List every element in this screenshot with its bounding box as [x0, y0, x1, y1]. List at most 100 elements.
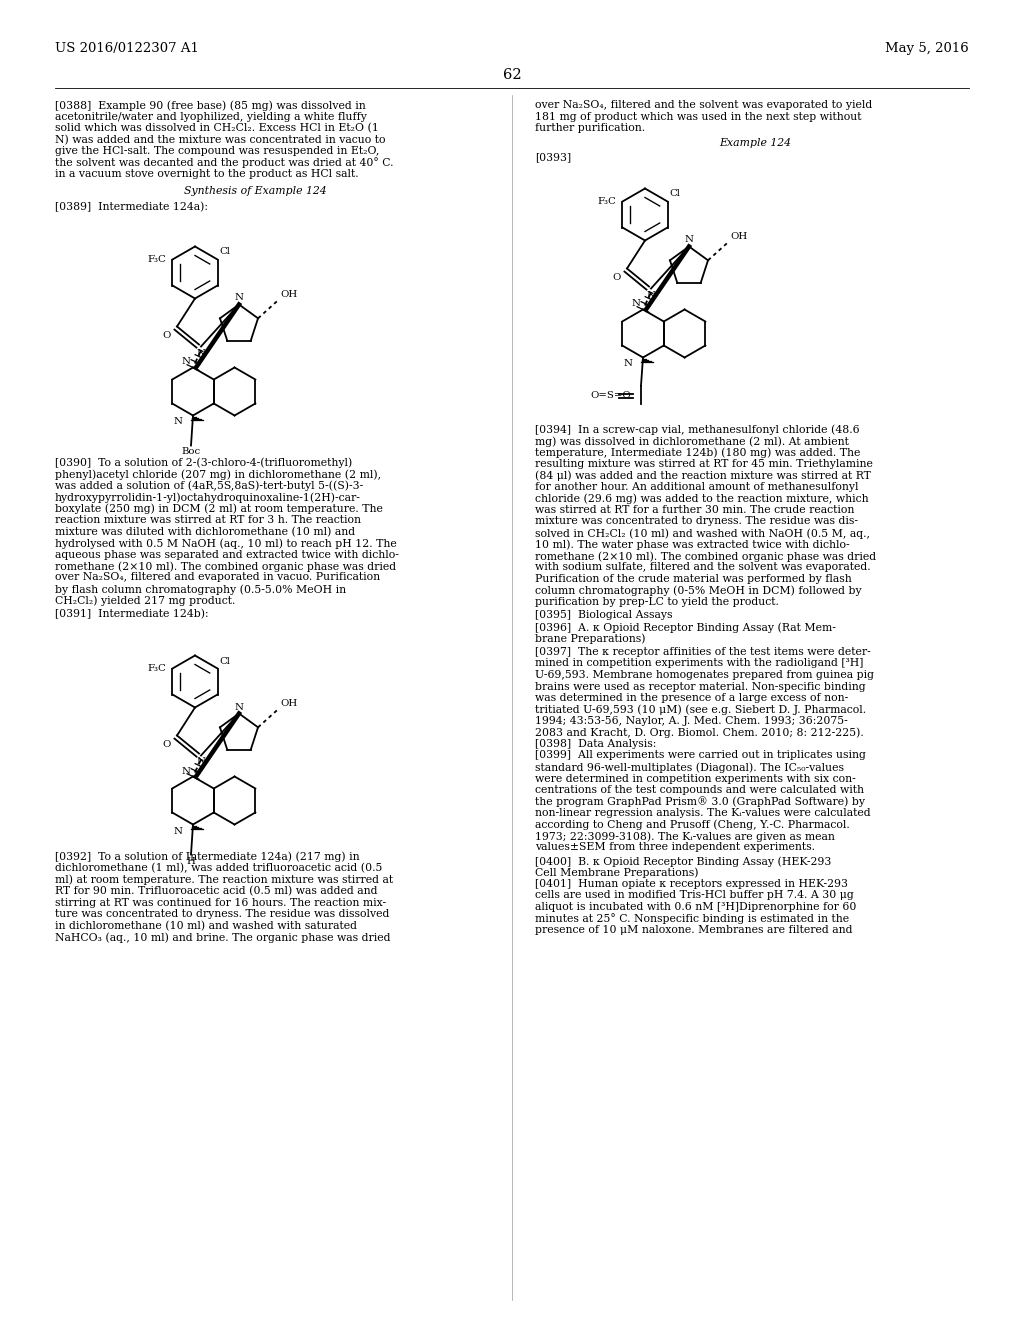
- Text: acetonitrile/water and lyophilized, yielding a white fluffy: acetonitrile/water and lyophilized, yiel…: [55, 111, 367, 121]
- Text: N: N: [174, 826, 183, 836]
- Text: [0396]  A. κ Opioid Receptor Binding Assay (Rat Mem-: [0396] A. κ Opioid Receptor Binding Assa…: [535, 622, 836, 632]
- Text: by flash column chromatography (0.5-5.0% MeOH in: by flash column chromatography (0.5-5.0%…: [55, 583, 346, 594]
- Text: the program GraphPad Prism® 3.0 (GraphPad Software) by: the program GraphPad Prism® 3.0 (GraphPa…: [535, 796, 865, 808]
- Text: N: N: [646, 290, 655, 300]
- Text: ture was concentrated to dryness. The residue was dissolved: ture was concentrated to dryness. The re…: [55, 909, 389, 919]
- Text: Cl: Cl: [219, 248, 230, 256]
- Text: US 2016/0122307 A1: US 2016/0122307 A1: [55, 42, 199, 55]
- Text: [0401]  Human opiate κ receptors expressed in HEK-293: [0401] Human opiate κ receptors expresse…: [535, 879, 848, 888]
- Text: NaHCO₃ (aq., 10 ml) and brine. The organic phase was dried: NaHCO₃ (aq., 10 ml) and brine. The organ…: [55, 932, 390, 942]
- Text: resulting mixture was stirred at RT for 45 min. Triethylamine: resulting mixture was stirred at RT for …: [535, 459, 872, 469]
- Text: mixture was diluted with dichloromethane (10 ml) and: mixture was diluted with dichloromethane…: [55, 527, 355, 537]
- Text: according to Cheng and Prusoff (Cheng, Y.-C. Pharmacol.: according to Cheng and Prusoff (Cheng, Y…: [535, 820, 850, 830]
- Text: mined in competition experiments with the radioligand [³H]: mined in competition experiments with th…: [535, 659, 863, 668]
- Text: was added a solution of (4aR,5S,8aS)-tert-butyl 5-((S)-3-: was added a solution of (4aR,5S,8aS)-ter…: [55, 480, 364, 491]
- Text: N: N: [197, 348, 206, 358]
- Text: 62: 62: [503, 69, 521, 82]
- Text: 1994; 43:53-56, Naylor, A. J. Med. Chem. 1993; 36:2075-: 1994; 43:53-56, Naylor, A. J. Med. Chem.…: [535, 715, 848, 726]
- Text: romethane (2×10 ml). The combined organic phase was dried: romethane (2×10 ml). The combined organi…: [55, 561, 396, 572]
- Text: N: N: [632, 300, 641, 309]
- Text: non-linear regression analysis. The Kᵢ-values were calculated: non-linear regression analysis. The Kᵢ-v…: [535, 808, 870, 818]
- Text: was stirred at RT for a further 30 min. The crude reaction: was stirred at RT for a further 30 min. …: [535, 506, 854, 515]
- Text: OH: OH: [730, 232, 748, 242]
- Text: 1973; 22:3099-3108). The Kᵢ-values are given as mean: 1973; 22:3099-3108). The Kᵢ-values are g…: [535, 832, 835, 842]
- Text: temperature, Intermediate 124b) (180 mg) was added. The: temperature, Intermediate 124b) (180 mg)…: [535, 447, 860, 458]
- Text: O: O: [163, 331, 171, 341]
- Text: was determined in the presence of a large excess of non-: was determined in the presence of a larg…: [535, 693, 848, 704]
- Text: further purification.: further purification.: [535, 123, 645, 133]
- Text: aliquot is incubated with 0.6 nM [³H]Diprenorphine for 60: aliquot is incubated with 0.6 nM [³H]Dip…: [535, 902, 856, 912]
- Text: chloride (29.6 mg) was added to the reaction mixture, which: chloride (29.6 mg) was added to the reac…: [535, 494, 868, 504]
- Text: N: N: [174, 417, 183, 426]
- Text: (84 μl) was added and the reaction mixture was stirred at RT: (84 μl) was added and the reaction mixtu…: [535, 470, 870, 480]
- Text: stirring at RT was continued for 16 hours. The reaction mix-: stirring at RT was continued for 16 hour…: [55, 898, 386, 908]
- Text: mg) was dissolved in dichloromethane (2 ml). At ambient: mg) was dissolved in dichloromethane (2 …: [535, 436, 849, 446]
- Text: hydrolysed with 0.5 M NaOH (aq., 10 ml) to reach pH 12. The: hydrolysed with 0.5 M NaOH (aq., 10 ml) …: [55, 539, 396, 549]
- Text: [0397]  The κ receptor affinities of the test items were deter-: [0397] The κ receptor affinities of the …: [535, 647, 870, 657]
- Text: [0395]  Biological Assays: [0395] Biological Assays: [535, 610, 673, 620]
- Text: F₃C: F₃C: [598, 197, 616, 206]
- Text: boxylate (250 mg) in DCM (2 ml) at room temperature. The: boxylate (250 mg) in DCM (2 ml) at room …: [55, 503, 383, 513]
- Text: N) was added and the mixture was concentrated in vacuo to: N) was added and the mixture was concent…: [55, 135, 385, 145]
- Text: N: N: [182, 358, 191, 367]
- Text: [0398]  Data Analysis:: [0398] Data Analysis:: [535, 739, 656, 748]
- Text: O: O: [612, 273, 621, 282]
- Text: romethane (2×10 ml). The combined organic phase was dried: romethane (2×10 ml). The combined organi…: [535, 550, 877, 561]
- Text: over Na₂SO₄, filtered and the solvent was evaporated to yield: over Na₂SO₄, filtered and the solvent wa…: [535, 100, 872, 110]
- Text: in dichloromethane (10 ml) and washed with saturated: in dichloromethane (10 ml) and washed wi…: [55, 920, 357, 931]
- Text: N: N: [684, 235, 693, 244]
- Text: CH₂Cl₂) yielded 217 mg product.: CH₂Cl₂) yielded 217 mg product.: [55, 595, 236, 606]
- Text: column chromatography (0-5% MeOH in DCM) followed by: column chromatography (0-5% MeOH in DCM)…: [535, 586, 861, 597]
- Text: OH: OH: [280, 290, 297, 300]
- Text: centrations of the test compounds and were calculated with: centrations of the test compounds and we…: [535, 785, 864, 795]
- Text: [0392]  To a solution of Intermediate 124a) (217 mg) in: [0392] To a solution of Intermediate 124…: [55, 851, 359, 862]
- Text: H: H: [186, 857, 196, 866]
- Text: N: N: [197, 758, 206, 767]
- Text: RT for 90 min. Trifluoroacetic acid (0.5 ml) was added and: RT for 90 min. Trifluoroacetic acid (0.5…: [55, 886, 378, 896]
- Text: [0389]  Intermediate 124a):: [0389] Intermediate 124a):: [55, 202, 208, 213]
- Text: Cell Membrane Preparations): Cell Membrane Preparations): [535, 867, 698, 878]
- Text: tritiated U-69,593 (10 μM) (see e.g. Siebert D. J. Pharmacol.: tritiated U-69,593 (10 μM) (see e.g. Sie…: [535, 705, 866, 715]
- Text: [0400]  B. κ Opioid Receptor Binding Assay (HEK-293: [0400] B. κ Opioid Receptor Binding Assa…: [535, 855, 831, 866]
- Text: the solvent was decanted and the product was dried at 40° C.: the solvent was decanted and the product…: [55, 157, 393, 169]
- Text: N: N: [234, 702, 244, 711]
- Text: cells are used in modified Tris-HCl buffer pH 7.4. A 30 μg: cells are used in modified Tris-HCl buff…: [535, 891, 854, 900]
- Text: with sodium sulfate, filtered and the solvent was evaporated.: with sodium sulfate, filtered and the so…: [535, 562, 870, 573]
- Text: [0388]  Example 90 (free base) (85 mg) was dissolved in: [0388] Example 90 (free base) (85 mg) wa…: [55, 100, 366, 111]
- Text: mixture was concentrated to dryness. The residue was dis-: mixture was concentrated to dryness. The…: [535, 516, 858, 527]
- Text: values±SEM from three independent experiments.: values±SEM from three independent experi…: [535, 842, 815, 853]
- Text: O: O: [163, 741, 171, 748]
- Text: Cl: Cl: [670, 190, 680, 198]
- Text: Boc: Boc: [181, 447, 201, 457]
- Text: phenyl)acetyl chloride (207 mg) in dichloromethane (2 ml),: phenyl)acetyl chloride (207 mg) in dichl…: [55, 469, 381, 479]
- Text: give the HCl-salt. The compound was resuspended in Et₂O,: give the HCl-salt. The compound was resu…: [55, 147, 379, 156]
- Text: brains were used as receptor material. Non-specific binding: brains were used as receptor material. N…: [535, 681, 865, 692]
- Text: dichloromethane (1 ml), was added trifluoroacetic acid (0.5: dichloromethane (1 ml), was added triflu…: [55, 863, 382, 874]
- Text: standard 96-well-multiplates (Diagonal). The IC₅₀-values: standard 96-well-multiplates (Diagonal).…: [535, 762, 844, 772]
- Text: [0390]  To a solution of 2-(3-chloro-4-(trifluoromethyl): [0390] To a solution of 2-(3-chloro-4-(t…: [55, 458, 352, 469]
- Text: in a vacuum stove overnight to the product as HCl salt.: in a vacuum stove overnight to the produ…: [55, 169, 358, 180]
- Text: [0394]  In a screw-cap vial, methanesulfonyl chloride (48.6: [0394] In a screw-cap vial, methanesulfo…: [535, 425, 859, 436]
- Text: reaction mixture was stirred at RT for 3 h. The reaction: reaction mixture was stirred at RT for 3…: [55, 515, 361, 525]
- Text: [0399]  All experiments were carried out in triplicates using: [0399] All experiments were carried out …: [535, 751, 866, 760]
- Text: O=S=O: O=S=O: [591, 392, 632, 400]
- Text: 181 mg of product which was used in the next step without: 181 mg of product which was used in the …: [535, 111, 861, 121]
- Text: Synthesis of Example 124: Synthesis of Example 124: [183, 186, 327, 197]
- Text: minutes at 25° C. Nonspecific binding is estimated in the: minutes at 25° C. Nonspecific binding is…: [535, 913, 849, 924]
- Text: purification by prep-LC to yield the product.: purification by prep-LC to yield the pro…: [535, 597, 779, 607]
- Text: U-69,593. Membrane homogenates prepared from guinea pig: U-69,593. Membrane homogenates prepared …: [535, 671, 874, 680]
- Text: aqueous phase was separated and extracted twice with dichlo-: aqueous phase was separated and extracte…: [55, 549, 399, 560]
- Text: were determined in competition experiments with six con-: were determined in competition experimen…: [535, 774, 856, 784]
- Text: brane Preparations): brane Preparations): [535, 634, 645, 644]
- Text: [0391]  Intermediate 124b):: [0391] Intermediate 124b):: [55, 609, 209, 619]
- Text: 2083 and Kracht, D. Org. Biomol. Chem. 2010; 8: 212-225).: 2083 and Kracht, D. Org. Biomol. Chem. 2…: [535, 727, 864, 738]
- Text: N: N: [624, 359, 633, 368]
- Text: Purification of the crude material was performed by flash: Purification of the crude material was p…: [535, 574, 852, 583]
- Text: for another hour. An additional amount of methanesulfonyl: for another hour. An additional amount o…: [535, 482, 858, 492]
- Text: solid which was dissolved in CH₂Cl₂. Excess HCl in Et₂O (1: solid which was dissolved in CH₂Cl₂. Exc…: [55, 123, 379, 133]
- Text: F₃C: F₃C: [147, 664, 167, 673]
- Text: over Na₂SO₄, filtered and evaporated in vacuo. Purification: over Na₂SO₄, filtered and evaporated in …: [55, 573, 380, 582]
- Text: Cl: Cl: [219, 656, 230, 665]
- Text: OH: OH: [280, 700, 297, 709]
- Text: May 5, 2016: May 5, 2016: [886, 42, 969, 55]
